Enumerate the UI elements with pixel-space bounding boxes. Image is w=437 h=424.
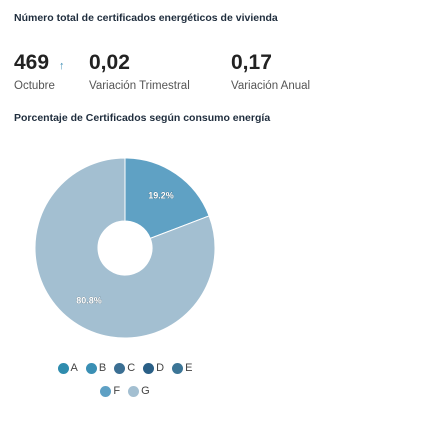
legend-item-F[interactable]: F	[100, 385, 120, 397]
legend-label-E: E	[185, 362, 193, 374]
kpi-section-title: Número total de certificados energéticos…	[14, 12, 278, 24]
slice-G[interactable]	[34, 157, 216, 339]
legend-item-G[interactable]: G	[128, 385, 150, 397]
chart-title: Porcentaje de Certificados según consumo…	[14, 112, 271, 124]
legend-swatch-B	[85, 362, 97, 374]
legend-swatch-D	[143, 362, 155, 374]
legend-label-A: A	[70, 362, 78, 374]
legend-label-G: G	[141, 385, 150, 397]
kpi-label-monthly: Octubre	[14, 80, 55, 92]
data-label-B: 19.2%	[148, 191, 174, 201]
legend-swatch-C	[114, 362, 126, 374]
kpi-value-quarterly: 0,02	[89, 51, 130, 74]
legend-item-B[interactable]: B	[85, 362, 107, 374]
arrow-up-icon: ↑	[59, 60, 65, 72]
legend-label-C: C	[127, 362, 136, 374]
legend-item-E[interactable]: E	[172, 362, 192, 374]
kpi-label-annual: Variación Anual	[231, 80, 311, 92]
legend-item-C[interactable]: C	[114, 362, 135, 374]
legend-swatch-F	[100, 385, 112, 397]
legend: A B C D E	[0, 362, 250, 374]
legend-swatch-E	[172, 362, 184, 374]
legend-item-A[interactable]: A	[57, 362, 78, 374]
legend-label-F: F	[113, 385, 121, 397]
kpi-value-annual: 0,17	[231, 51, 272, 74]
legend-item-D[interactable]: D	[143, 362, 164, 374]
donut-chart: 19.2% 80.8%	[34, 157, 216, 339]
legend-label-D: D	[156, 362, 165, 374]
legend-swatch-A	[57, 362, 69, 374]
kpi-label-quarterly: Variación Trimestral	[89, 80, 190, 92]
legend-swatch-G	[128, 385, 140, 397]
legend-label-B: B	[98, 362, 107, 374]
data-label-G: 80.8%	[76, 295, 102, 305]
slice-B[interactable]	[124, 157, 210, 240]
kpi-value-monthly: 469	[14, 51, 50, 74]
